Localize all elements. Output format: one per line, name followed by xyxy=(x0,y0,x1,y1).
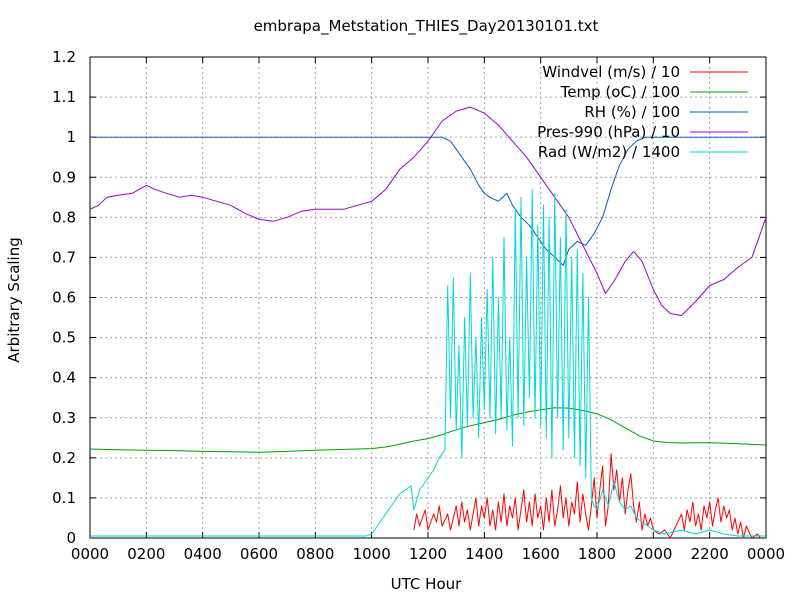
series-line-2 xyxy=(89,407,767,453)
y-tick-label: 0.1 xyxy=(52,489,76,507)
y-tick-label: 0.9 xyxy=(52,168,76,186)
axis-ticks: 0000 0200 0400 0600 0800 1000 1200 1400 1600 1800… xyxy=(52,48,785,563)
series-line-5 xyxy=(90,188,766,537)
series-line-4 xyxy=(89,106,767,316)
y-tick-label: 1 xyxy=(66,128,76,146)
x-tick-label: 2200 xyxy=(691,545,729,563)
y-axis-label: Arbitrary Scaling xyxy=(5,237,23,363)
x-tick-label: 1600 xyxy=(522,545,560,563)
legend-label: Temp (oC) / 100 xyxy=(560,83,680,101)
chart-title: embrapa_Metstation_THIES_Day20130101.txt xyxy=(254,17,599,36)
y-tick-label: 0.4 xyxy=(52,369,76,387)
x-tick-label: 0000 xyxy=(747,545,785,563)
y-tick-label: 0.3 xyxy=(52,409,76,427)
legend-label: Windvel (m/s) / 10 xyxy=(542,63,680,81)
x-tick-label: 1000 xyxy=(353,545,391,563)
x-tick-label: 1800 xyxy=(578,545,616,563)
y-tick-label: 1.2 xyxy=(52,48,76,66)
y-tick-label: 0.6 xyxy=(52,289,76,307)
x-tick-label: 0200 xyxy=(127,545,165,563)
legend: Windvel (m/s) / 10 Temp (oC) / 100 RH (%) … xyxy=(537,63,748,161)
y-tick-label: 0.8 xyxy=(52,208,76,226)
x-tick-label: 1400 xyxy=(465,545,503,563)
x-tick-label: 0600 xyxy=(240,545,278,563)
legend-label: RH (%) / 100 xyxy=(584,103,680,121)
y-tick-label: 0.2 xyxy=(52,449,76,467)
x-tick-label: 0800 xyxy=(296,545,334,563)
series-group xyxy=(89,106,767,539)
x-tick-label: 2000 xyxy=(634,545,672,563)
y-tick-label: 1.1 xyxy=(52,88,76,106)
y-tick-label: 0.7 xyxy=(52,248,76,266)
x-tick-label: 0400 xyxy=(184,545,222,563)
y-tick-label: 0.5 xyxy=(52,329,76,347)
x-axis-label: UTC Hour xyxy=(391,575,462,593)
y-tick-label: 0 xyxy=(66,529,76,547)
x-tick-label: 0000 xyxy=(71,545,109,563)
legend-label: Pres-990 (hPa) / 10 xyxy=(537,123,680,141)
legend-label: Rad (W/m2) / 1400 xyxy=(538,143,680,161)
series-line-1 xyxy=(413,453,761,539)
series-line-3 xyxy=(90,136,766,266)
x-tick-label: 1200 xyxy=(409,545,447,563)
